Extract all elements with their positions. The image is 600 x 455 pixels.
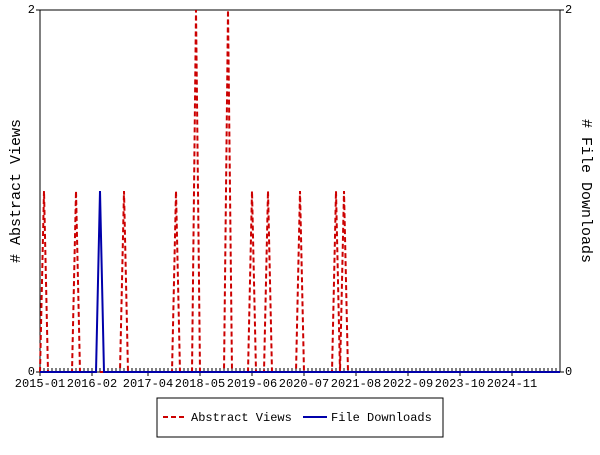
y-axis-title: # Abstract Views [8,119,25,263]
y-tick-label: 2 [28,3,35,17]
legend-box [156,397,444,438]
x-tick-label: 2020-07 [279,377,329,391]
x-tick-label: 2019-06 [227,377,277,391]
x-tick-label: 2024-11 [487,377,537,391]
legend-label: File Downloads [331,411,432,425]
x-tick-label: 2022-09 [383,377,433,391]
y2-tick-label: 2 [565,3,572,17]
y2-axis-title: # File Downloads [577,119,594,263]
x-tick-label: 2021-08 [331,377,381,391]
x-tick-label: 2017-04 [123,377,173,391]
x-tick-label: 2015-01 [15,377,65,391]
y-tick-label: 0 [28,365,35,379]
x-tick-label: 2016-02 [67,377,117,391]
legend-label: Abstract Views [191,411,292,425]
series-line [40,190,560,373]
y2-tick-label: 0 [565,365,572,379]
x-tick-label: 2018-05 [175,377,225,391]
x-tick-label: 2023-10 [435,377,485,391]
